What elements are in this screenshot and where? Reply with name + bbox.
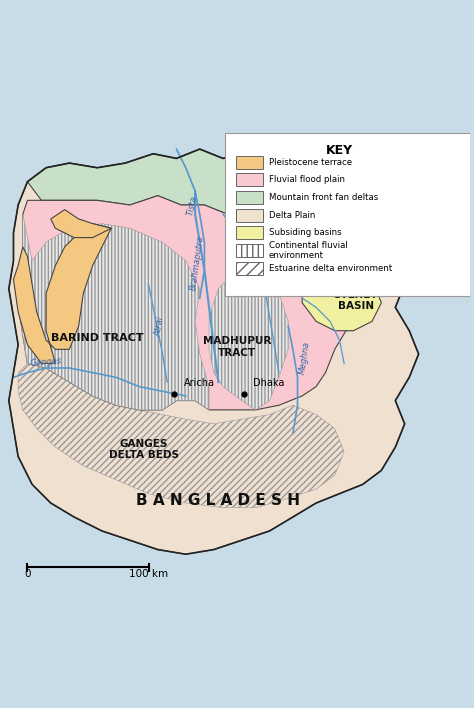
FancyBboxPatch shape: [236, 156, 263, 169]
Polygon shape: [209, 275, 288, 410]
Polygon shape: [9, 149, 419, 554]
Text: 100 km: 100 km: [129, 569, 168, 578]
Text: Delta Plain: Delta Plain: [269, 211, 315, 219]
Text: Pleistocene terrace: Pleistocene terrace: [269, 158, 352, 166]
Text: Mountain front fan deltas: Mountain front fan deltas: [269, 193, 378, 202]
FancyBboxPatch shape: [236, 262, 263, 275]
Text: B A N G L A D E S H: B A N G L A D E S H: [137, 493, 301, 508]
Text: SYLHET
BASIN: SYLHET BASIN: [333, 290, 378, 312]
Text: KEY: KEY: [326, 144, 353, 156]
Polygon shape: [302, 256, 382, 331]
Polygon shape: [27, 149, 349, 224]
Text: Dhaka: Dhaka: [253, 378, 285, 388]
Polygon shape: [18, 215, 209, 410]
Polygon shape: [18, 195, 382, 410]
Text: Fluvial flood plain: Fluvial flood plain: [269, 176, 345, 184]
Text: Atrai: Atrai: [154, 316, 166, 338]
Text: Ganges: Ganges: [30, 356, 62, 367]
Text: BARIND TRACT: BARIND TRACT: [51, 333, 144, 343]
Text: Subsiding basins: Subsiding basins: [269, 229, 341, 237]
Text: Brahmaputra: Brahmaputra: [189, 235, 206, 291]
Polygon shape: [13, 224, 111, 363]
Text: Meghna: Meghna: [298, 341, 311, 375]
Polygon shape: [51, 210, 111, 238]
Text: Aricha: Aricha: [183, 378, 214, 388]
FancyBboxPatch shape: [236, 173, 263, 186]
FancyBboxPatch shape: [225, 133, 472, 296]
FancyBboxPatch shape: [236, 191, 263, 204]
Text: Old Brahmaputra: Old Brahmaputra: [248, 216, 277, 282]
Text: MADHUPUR
TRACT: MADHUPUR TRACT: [203, 336, 271, 358]
Text: Tista: Tista: [186, 195, 199, 217]
Text: Estuarine delta environment: Estuarine delta environment: [269, 264, 392, 273]
FancyBboxPatch shape: [236, 209, 263, 222]
Polygon shape: [18, 363, 344, 508]
FancyBboxPatch shape: [236, 227, 263, 239]
Text: GANGES
DELTA BEDS: GANGES DELTA BEDS: [109, 439, 179, 460]
Text: 0: 0: [24, 569, 31, 578]
Text: Continental fluvial
environment: Continental fluvial environment: [269, 241, 347, 261]
FancyBboxPatch shape: [236, 244, 263, 257]
